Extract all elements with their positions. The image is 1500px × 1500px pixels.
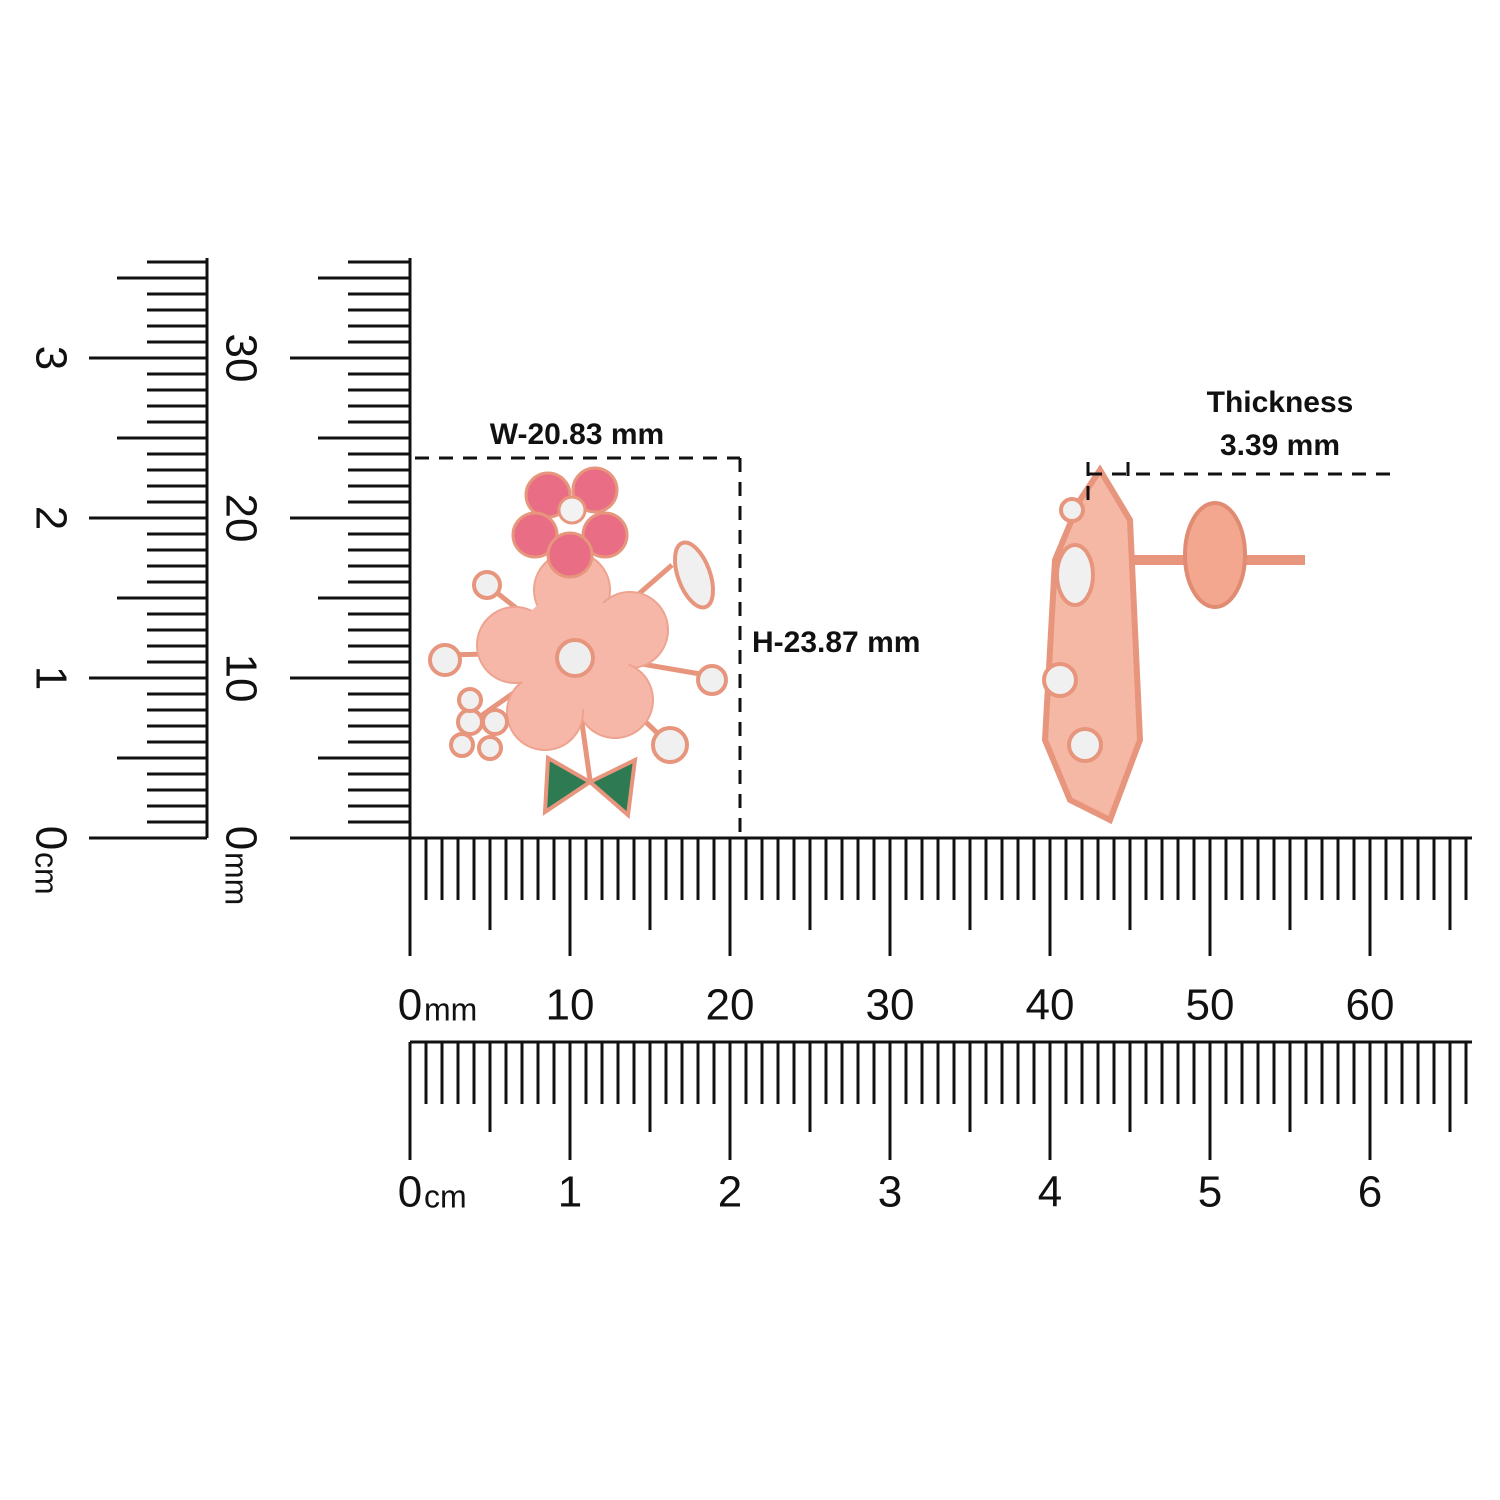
ruler-label-group: 1 xyxy=(26,666,75,690)
ruler-unit: mm xyxy=(424,991,477,1027)
ruler-label: 3 xyxy=(878,1168,902,1217)
ruler-label: 5 xyxy=(1198,1168,1222,1217)
ruler-label-group: 3 xyxy=(26,346,75,370)
ruler-label-group: 0mm xyxy=(216,826,265,906)
ruler-label: 10 xyxy=(546,981,595,1030)
dimension-box xyxy=(415,456,742,835)
ruler-label: 50 xyxy=(1186,981,1235,1030)
ruler-unit: cm xyxy=(424,1178,467,1214)
ruler-label: 30 xyxy=(866,981,915,1030)
earring-front xyxy=(428,466,728,819)
ruler-label: 6 xyxy=(1358,1168,1382,1217)
ruler-label: 20 xyxy=(706,981,755,1030)
ruler-label: 20 xyxy=(216,494,265,543)
ruler-label: 30 xyxy=(216,334,265,383)
height-label: H-23.87 mm xyxy=(752,626,920,659)
ruler-label-group: 0cm xyxy=(26,826,75,895)
ruler-label: 3 xyxy=(26,346,75,370)
ruler-label: 60 xyxy=(1346,981,1395,1030)
ruler-unit: cm xyxy=(29,852,65,895)
earring-side xyxy=(1041,464,1305,825)
ruler-label: 2 xyxy=(26,506,75,530)
ruler-label: 40 xyxy=(1026,981,1075,1030)
ruler-label: 10 xyxy=(216,654,265,703)
ruler-label-group: 2 xyxy=(26,506,75,530)
thickness-title: Thickness xyxy=(1207,386,1354,419)
ruler-label-group: 10 xyxy=(216,654,265,703)
ruler-label-group: 30 xyxy=(216,334,265,383)
width-label: W-20.83 mm xyxy=(490,418,664,451)
ruler-label-group: 20 xyxy=(216,494,265,543)
ruler-unit: mm xyxy=(219,852,255,905)
ruler-label: 0 xyxy=(398,1168,422,1217)
thickness-label: 3.39 mm xyxy=(1220,429,1340,462)
ruler-label: 1 xyxy=(26,666,75,690)
ruler-label: 0 xyxy=(398,981,422,1030)
ruler-label: 1 xyxy=(558,1168,582,1217)
ruler-label: 2 xyxy=(718,1168,742,1217)
ruler-label: 0 xyxy=(26,826,75,850)
ruler-label: 0 xyxy=(216,826,265,850)
thickness-line xyxy=(1086,462,1400,500)
ruler-label: 4 xyxy=(1038,1168,1062,1217)
